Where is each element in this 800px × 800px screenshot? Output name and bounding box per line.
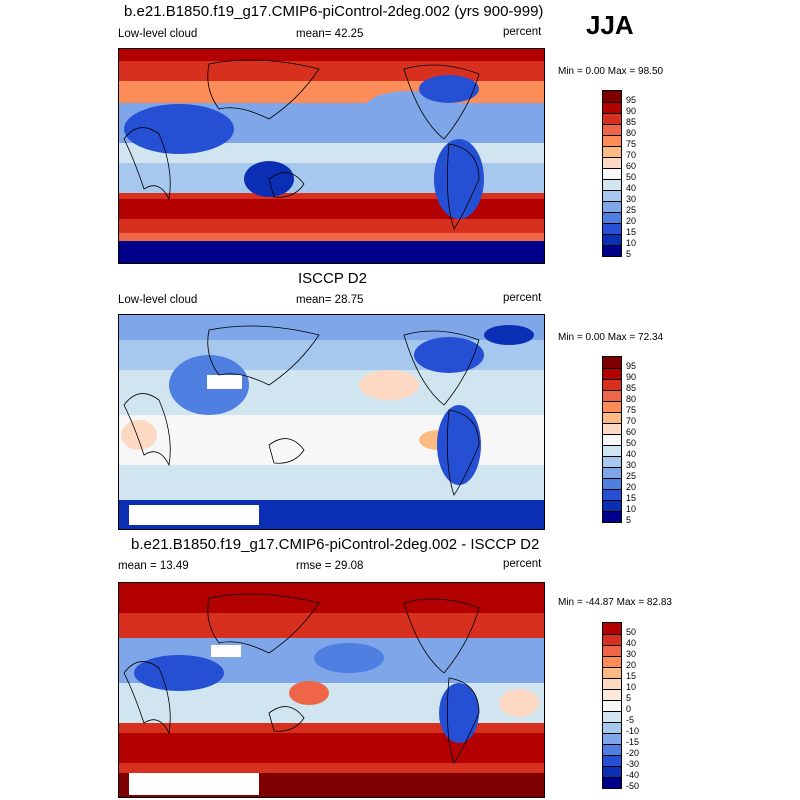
panel2-cbar-label: 15 xyxy=(626,493,637,503)
panel2-cbar-label: 40 xyxy=(626,449,637,459)
panel3-cbar-label: 50 xyxy=(626,627,637,637)
panel1-cbar-label: 5 xyxy=(626,249,632,259)
panel1-field xyxy=(119,49,544,263)
panel1-left-label: Low-level cloud xyxy=(118,28,198,40)
panel2-cbar-label: 75 xyxy=(626,405,637,415)
panel2-map xyxy=(118,314,545,530)
panel3-units-label: percent xyxy=(503,558,542,570)
panel3-cbar-label: -40 xyxy=(626,770,640,780)
panel3-cbar-label: 15 xyxy=(626,671,637,681)
panel1-cbar-label: 25 xyxy=(626,205,637,215)
panel1-map xyxy=(118,48,545,264)
panel3-mean-label: mean = 13.49 xyxy=(118,560,189,572)
panel3-cbar-label: -50 xyxy=(626,781,640,791)
panel1-mean-label: mean= 42.25 xyxy=(296,28,364,40)
panel1-cbar-label: 15 xyxy=(626,227,637,237)
panel1-cbar-label: 50 xyxy=(626,172,637,182)
panel1-cbar-label: 85 xyxy=(626,117,637,127)
panel1-cbar-label: 40 xyxy=(626,183,637,193)
panel2-field xyxy=(119,315,544,529)
panel2-cbar-label: 20 xyxy=(626,482,637,492)
panel2-left-label: Low-level cloud xyxy=(118,294,198,306)
panel1-cbar-label: 75 xyxy=(626,139,637,149)
panel3-cbar-label: -15 xyxy=(626,737,640,747)
panel3-map xyxy=(118,582,545,798)
panel2-minmax: Min = 0.00 Max = 72.34 xyxy=(558,332,664,343)
panel2-cbar-label: 30 xyxy=(626,460,637,470)
panel1-minmax: Min = 0.00 Max = 98.50 xyxy=(558,66,664,77)
panel1-cbar-label: 95 xyxy=(626,95,637,105)
panel3-cbar-label: -20 xyxy=(626,748,640,758)
panel2-cbar-label: 70 xyxy=(626,416,637,426)
panel2-units-label: percent xyxy=(503,292,542,304)
panel2-title: ISCCP D2 xyxy=(298,270,367,287)
panel2-cbar-label: 85 xyxy=(626,383,637,393)
panel3-rmse-label: rmse = 29.08 xyxy=(296,560,364,572)
panel2-cbar-label: 10 xyxy=(626,504,637,514)
panel1-cbar-label: 70 xyxy=(626,150,637,160)
panel1-colorbar xyxy=(602,90,622,257)
panel2-cbar-label: 60 xyxy=(626,427,637,437)
panel3-cbar-label: 0 xyxy=(626,704,632,714)
panel2-cbar-label: 90 xyxy=(626,372,637,382)
panel3-cbar-label: -30 xyxy=(626,759,640,769)
panel1-cbar-label: 80 xyxy=(626,128,637,138)
panel2-cbar-label: 95 xyxy=(626,361,637,371)
panel2-cbar-label: 25 xyxy=(626,471,637,481)
panel3-cbar-label: -5 xyxy=(626,715,635,725)
panel1-cbar-label: 60 xyxy=(626,161,637,171)
panel3-cbar-label: 20 xyxy=(626,660,637,670)
panel1-cbar-label: 30 xyxy=(626,194,637,204)
panel3-cbar-label: 40 xyxy=(626,638,637,648)
panel3-cbar-label: 5 xyxy=(626,693,632,703)
panel1-cbar-label: 20 xyxy=(626,216,637,226)
panel3-cbar-label: 30 xyxy=(626,649,637,659)
panel1-cbar-label: 10 xyxy=(626,238,637,248)
panel1-title: b.e21.B1850.f19_g17.CMIP6-piControl-2deg… xyxy=(124,3,544,20)
panel3-minmax: Min = -44.87 Max = 82.83 xyxy=(558,597,672,608)
panel3-cbar-label: 10 xyxy=(626,682,637,692)
panel2-cbar-label: 5 xyxy=(626,515,632,525)
panel1-cbar-label: 90 xyxy=(626,106,637,116)
season-label: JJA xyxy=(586,10,634,40)
panel3-colorbar xyxy=(602,622,622,789)
panel2-colorbar xyxy=(602,356,622,523)
panel2-cbar-label: 80 xyxy=(626,394,637,404)
panel1-units-label: percent xyxy=(503,26,542,38)
panel2-mean-label: mean= 28.75 xyxy=(296,294,364,306)
panel2-cbar-label: 50 xyxy=(626,438,637,448)
panel3-field xyxy=(119,583,544,797)
panel3-title: b.e21.B1850.f19_g17.CMIP6-piControl-2deg… xyxy=(131,536,540,553)
panel3-cbar-label: -10 xyxy=(626,726,640,736)
